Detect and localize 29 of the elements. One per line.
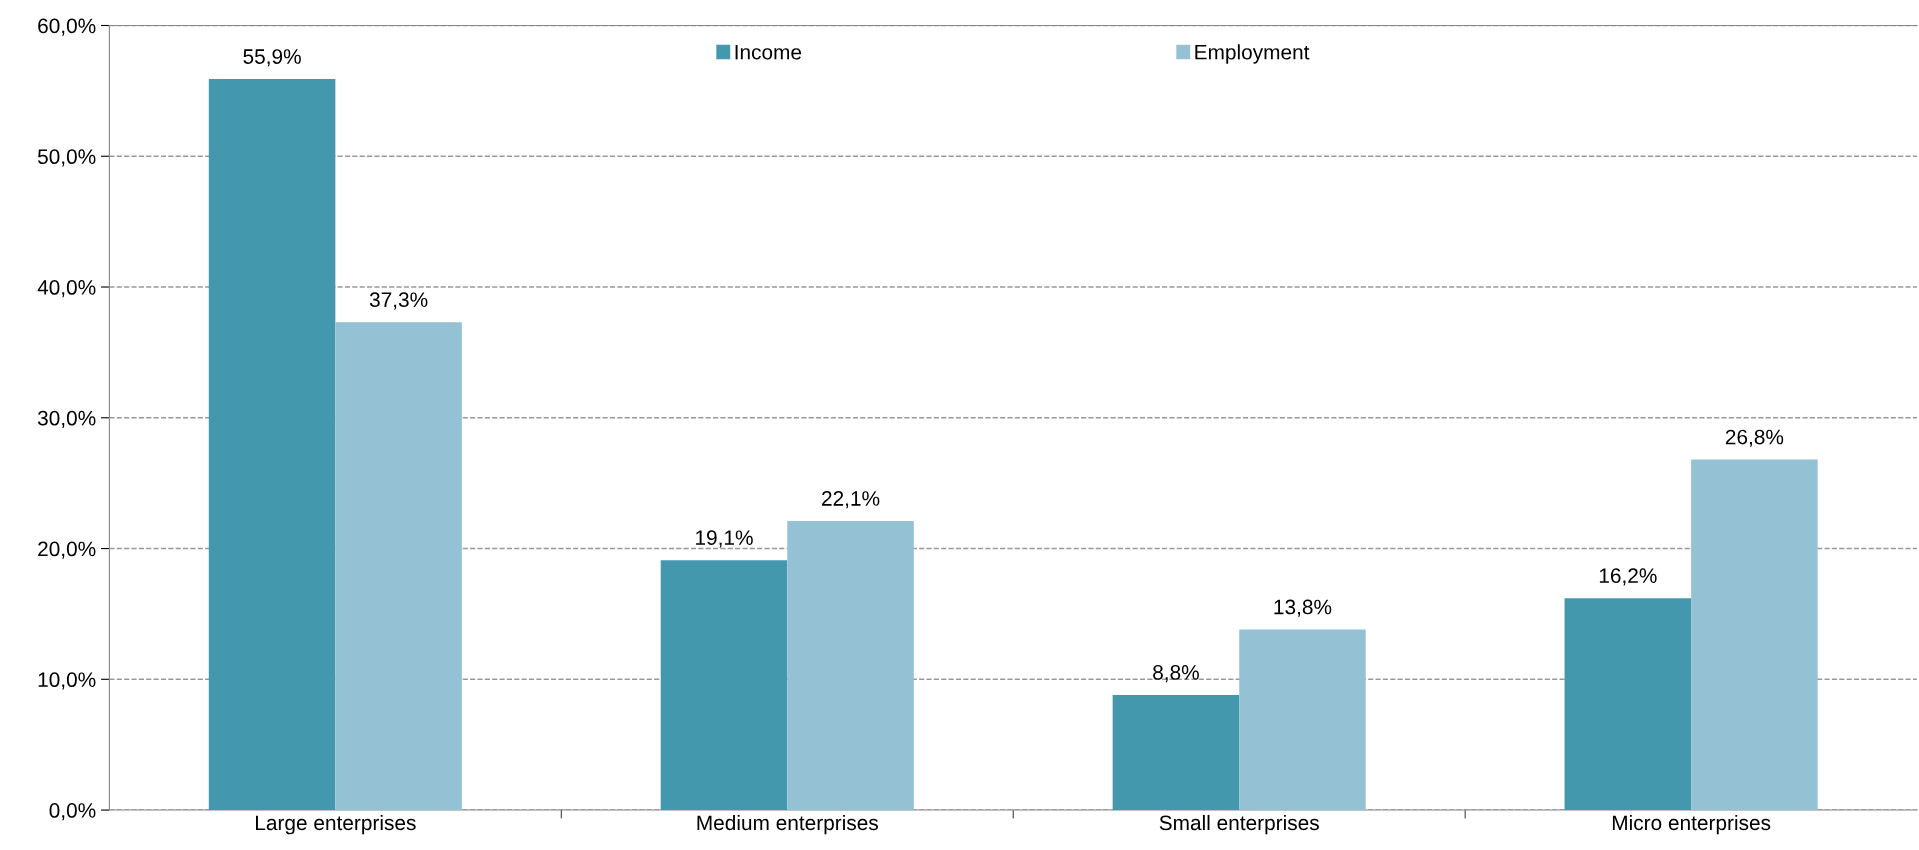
legend-label: Income — [735, 45, 802, 60]
bar — [1564, 598, 1692, 811]
legend-label: Employment — [1195, 44, 1310, 64]
data-label: 16,2% — [1599, 568, 1657, 586]
x-tick-label: Large enterprises — [256, 814, 416, 835]
x-tick-label: Medium enterprises — [697, 814, 878, 835]
bar — [335, 322, 462, 811]
data-label: 22,1% — [822, 491, 880, 509]
x-tick-label: Micro enterprises — [1612, 814, 1771, 835]
y-tick-label: 30,0% — [37, 410, 96, 428]
data-label: 26,8% — [1725, 429, 1784, 447]
bar — [1239, 629, 1366, 811]
x-tick-label: Small enterprises — [1159, 814, 1319, 835]
bar — [1112, 694, 1240, 811]
data-label: 55,9% — [243, 49, 301, 67]
y-tick-label: 20,0% — [38, 541, 96, 559]
bar — [787, 521, 914, 811]
data-label: 13,8% — [1274, 599, 1332, 617]
data-label: 19,1% — [696, 530, 753, 548]
y-tick-label: 0,0% — [49, 803, 96, 821]
data-label: 37,3% — [369, 292, 428, 310]
bar — [1691, 459, 1818, 811]
y-tick-label: 10,0% — [38, 672, 96, 690]
y-tick-label: 40,0% — [37, 280, 96, 298]
data-label: 8,8% — [1153, 665, 1199, 683]
y-tick-label: 50,0% — [37, 149, 96, 167]
y-tick-label: 60,0% — [38, 18, 96, 36]
bar — [208, 79, 336, 811]
bar — [660, 560, 788, 811]
